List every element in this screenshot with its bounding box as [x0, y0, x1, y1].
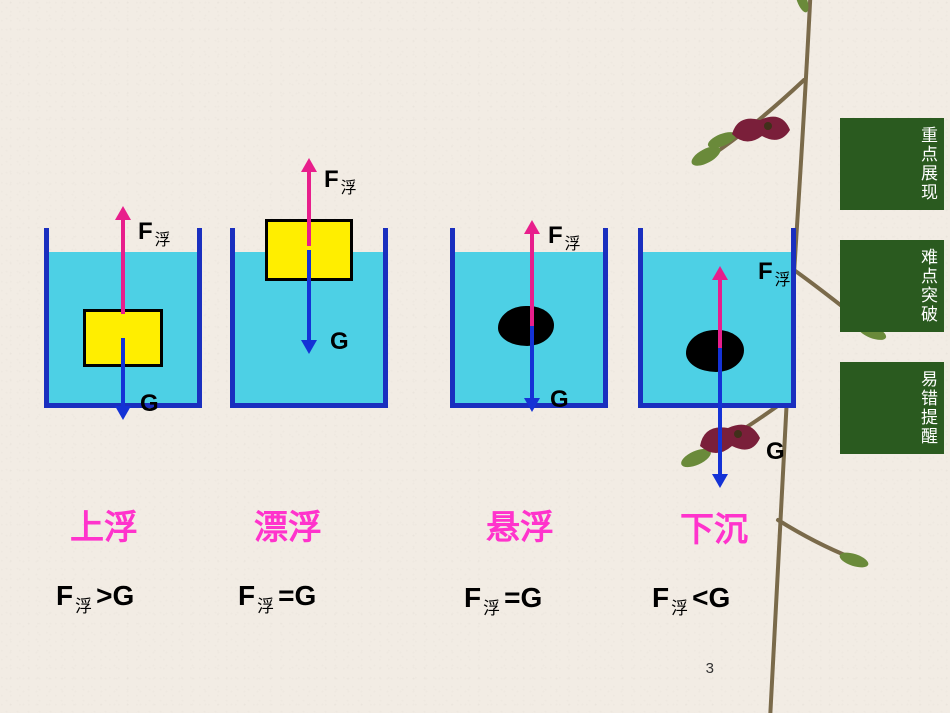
label-f-buoyancy: F浮	[138, 218, 171, 250]
tab-key-points[interactable]: 重点展现	[840, 118, 944, 210]
gravity-arrow	[121, 338, 125, 408]
blob	[686, 330, 744, 372]
gravity-arrow	[718, 348, 722, 476]
buoyancy-arrow	[530, 232, 534, 326]
equation-2: F浮=G	[238, 580, 316, 617]
container-left	[638, 228, 643, 408]
state-label-2: 漂浮	[254, 500, 322, 549]
panel-2: F浮G	[230, 228, 388, 408]
state-label-1: 上浮	[70, 500, 138, 549]
gravity-arrow	[530, 326, 534, 400]
label-f-buoyancy: F浮	[324, 166, 357, 198]
container-left	[44, 228, 49, 408]
container-right	[197, 228, 202, 408]
label-f-buoyancy: F浮	[548, 222, 581, 254]
gravity-arrow	[307, 250, 311, 342]
buoyancy-arrow	[121, 218, 125, 314]
tab-difficulties[interactable]: 难点突破	[840, 240, 944, 332]
label-g-gravity: G	[140, 390, 159, 418]
panel-4: F浮G	[638, 228, 796, 408]
state-label-3: 悬浮	[486, 500, 554, 549]
buoyancy-arrow	[718, 278, 722, 348]
label-g-gravity: G	[330, 328, 349, 356]
blob	[498, 306, 554, 346]
container-right	[603, 228, 608, 408]
panel-1: F浮G	[44, 228, 202, 408]
tab-mistake-tips[interactable]: 易错提醒	[840, 362, 944, 454]
state-label-4: 下沉	[680, 502, 748, 551]
label-g-gravity: G	[550, 386, 569, 414]
equation-4: F浮<G	[652, 582, 730, 619]
container-bottom	[230, 403, 388, 408]
label-g-gravity: G	[766, 438, 785, 466]
container-bottom	[638, 403, 796, 408]
container-left	[450, 228, 455, 408]
label-f-buoyancy: F浮	[758, 258, 791, 290]
buoyancy-arrow	[307, 170, 311, 246]
container-left	[230, 228, 235, 408]
container-right	[383, 228, 388, 408]
equation-1: F浮>G	[56, 580, 134, 617]
equation-3: F浮=G	[464, 582, 542, 619]
container-right	[791, 228, 796, 408]
panel-3: F浮G	[450, 228, 608, 408]
sidebar-tabs: 重点展现 难点突破 易错提醒	[840, 118, 944, 454]
